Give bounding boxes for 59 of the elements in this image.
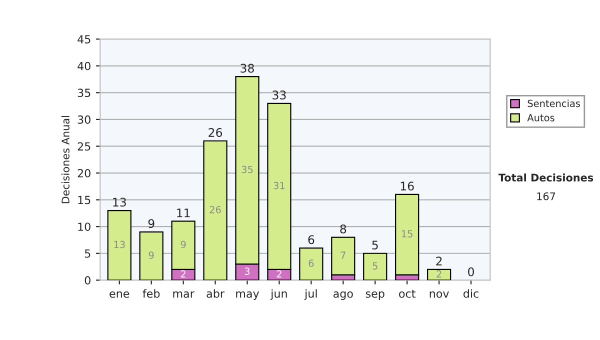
- data-label: 2: [436, 270, 442, 278]
- x-tick-label: nov: [430, 291, 449, 298]
- legend-label: Autos: [527, 114, 554, 122]
- bar: [363, 252, 388, 280]
- x-tick-label: mar: [173, 291, 194, 298]
- y-tick-label: 25: [78, 142, 90, 151]
- x-tick-label: jun: [270, 289, 287, 300]
- text: 167: [537, 192, 556, 200]
- x-tick-label: dic: [464, 289, 478, 298]
- text: Total Decisiones: [498, 173, 594, 182]
- data-label: 31: [274, 182, 285, 190]
- data-label: 3: [244, 268, 250, 275]
- total-label: 2: [436, 256, 442, 266]
- y-tick-label: 35: [78, 88, 90, 98]
- x-tick-label: ago: [333, 291, 353, 300]
- data-label: 9: [148, 252, 154, 259]
- data-label: 2: [276, 270, 282, 278]
- total-label: 33: [272, 90, 286, 100]
- data-label: 7: [340, 252, 346, 259]
- total-label: 38: [240, 64, 254, 73]
- total-label: 13: [113, 198, 126, 207]
- bar: [426, 268, 452, 280]
- total-label: 0: [468, 267, 474, 276]
- y-tick-label: 45: [78, 35, 90, 44]
- data-label: 9: [180, 240, 186, 248]
- total-label: 8: [340, 224, 346, 234]
- x-tick-label: jul: [304, 289, 317, 300]
- x-tick-label: feb: [142, 289, 160, 298]
- y-tick-label: 10: [78, 222, 90, 231]
- legend-label: Sentencias: [528, 100, 580, 108]
- y-tick-label: 15: [78, 196, 90, 204]
- y-tick-label: 30: [78, 115, 90, 124]
- total-label: 16: [400, 182, 414, 191]
- data-label: 26: [210, 206, 221, 214]
- x-tick-label: may: [236, 291, 260, 300]
- bar: [107, 210, 132, 280]
- y-axis-title: Decisiones Anual: [61, 116, 70, 204]
- bar: [139, 231, 164, 280]
- x-tick-label: sep: [366, 291, 384, 300]
- data-label: 2: [180, 270, 186, 278]
- bar: [299, 247, 324, 280]
- data-label: 5: [372, 262, 378, 270]
- y-tick-label: 5: [84, 249, 90, 258]
- data-label: 6: [308, 260, 314, 267]
- data-label: 35: [242, 166, 253, 174]
- total-label: 9: [148, 219, 154, 228]
- x-tick-label: oct: [399, 290, 416, 298]
- data-label: 15: [402, 230, 412, 238]
- bar: [203, 140, 228, 280]
- y-tick-label: 40: [78, 62, 90, 70]
- x-tick-label: abr: [206, 289, 224, 298]
- total-label: 5: [372, 240, 378, 250]
- y-tick-label: 0: [84, 276, 90, 285]
- total-label: 6: [308, 235, 314, 244]
- x-tick-label: ene: [110, 291, 130, 298]
- total-label: 26: [208, 128, 222, 137]
- data-label: 13: [114, 240, 125, 248]
- total-label: 11: [177, 208, 190, 218]
- y-tick-label: 20: [78, 168, 90, 178]
